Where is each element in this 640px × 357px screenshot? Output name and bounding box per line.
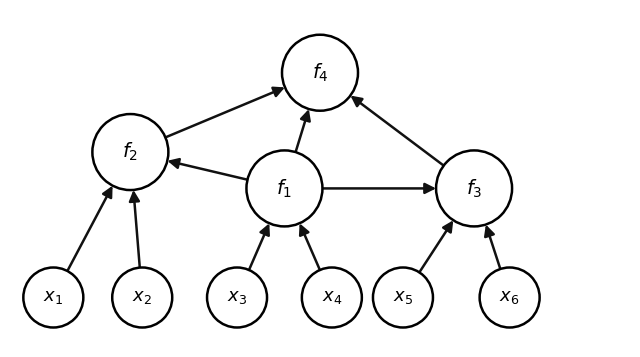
Text: $x_1$: $x_1$ — [44, 288, 63, 307]
Text: $f_4$: $f_4$ — [312, 61, 328, 84]
Ellipse shape — [302, 267, 362, 327]
Ellipse shape — [92, 114, 168, 190]
Text: $x_3$: $x_3$ — [227, 288, 247, 307]
Ellipse shape — [436, 150, 512, 226]
Ellipse shape — [207, 267, 267, 327]
Ellipse shape — [282, 35, 358, 111]
Text: $x_6$: $x_6$ — [499, 288, 520, 307]
Text: $f_2$: $f_2$ — [122, 141, 138, 163]
Text: $f_1$: $f_1$ — [276, 177, 292, 200]
Text: $x_2$: $x_2$ — [132, 288, 152, 307]
Text: $x_5$: $x_5$ — [393, 288, 413, 307]
Ellipse shape — [479, 267, 540, 327]
Ellipse shape — [23, 267, 83, 327]
Ellipse shape — [373, 267, 433, 327]
Text: $f_3$: $f_3$ — [466, 177, 483, 200]
Ellipse shape — [112, 267, 172, 327]
Text: $x_4$: $x_4$ — [322, 288, 342, 307]
Ellipse shape — [246, 150, 323, 226]
